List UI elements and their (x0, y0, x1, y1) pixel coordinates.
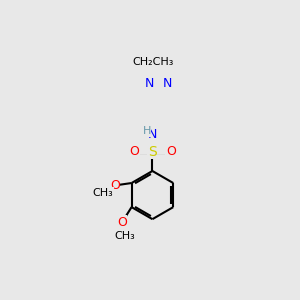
Text: N: N (148, 128, 157, 141)
Text: S: S (148, 145, 157, 159)
Text: CH₃: CH₃ (114, 231, 135, 241)
Text: O: O (110, 179, 120, 192)
Text: O: O (129, 145, 139, 158)
Text: H: H (142, 126, 151, 136)
Text: CH₂CH₃: CH₂CH₃ (132, 57, 174, 67)
Text: O: O (166, 145, 175, 158)
Text: CH₃: CH₃ (92, 188, 113, 198)
Text: N: N (163, 77, 172, 90)
Text: O: O (117, 216, 127, 229)
Text: N: N (145, 77, 154, 90)
